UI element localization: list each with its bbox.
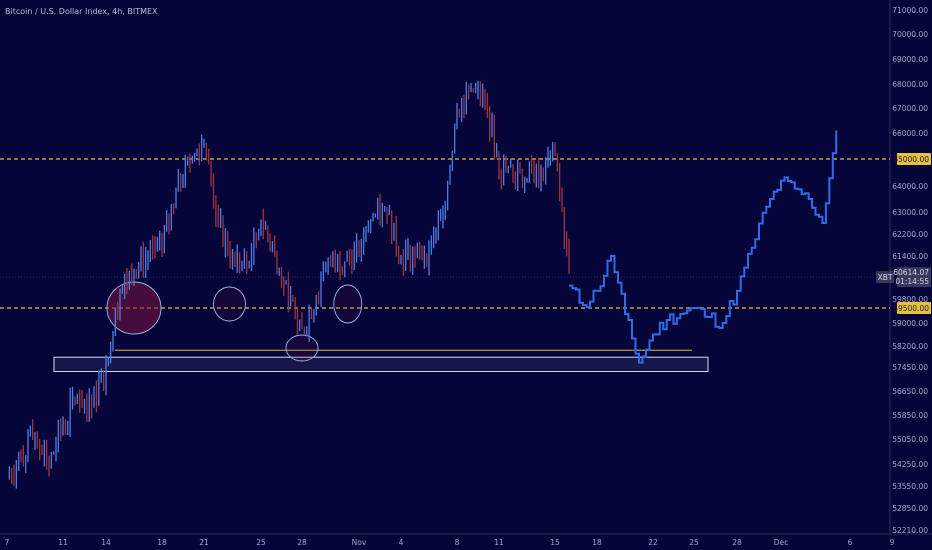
x-tick-label: 21 [199,538,209,547]
historical-candles [8,80,570,489]
y-tick-label: 70000.00 [892,30,928,39]
y-tick-label: 71000.00 [892,6,928,15]
chart-title: Bitcoin / U.S. Dollar Index, 4h, BITMEX [5,7,158,16]
x-tick-label: 9 [890,538,895,547]
y-tick-label: 53550.00 [892,482,928,491]
y-tick-label: 54250.00 [892,460,928,469]
x-tick-label: 18 [157,538,167,547]
symbol-label: XBT [878,273,893,282]
y-tick-label: 56650.00 [892,387,928,396]
price-axis[interactable]: 71000.00 70000.00 69000.00 68000.00 67000.00… [892,6,928,535]
level-badge-59500-bg [897,302,931,314]
highlight-circle [285,334,319,362]
x-tick-label: 25 [256,538,266,547]
x-tick-label: 14 [101,538,111,547]
y-tick-label: 61400.00 [892,252,928,261]
level-badge-59500-label: 59500.00 [893,304,929,313]
y-tick-label: 55850.00 [892,411,928,420]
x-tick-label: 28 [297,538,307,547]
y-tick-label: 67000.00 [892,104,928,113]
x-tick-label: 15 [550,538,560,547]
level-badge-65000-bg [897,153,931,165]
x-tick-label: Dec [774,538,789,547]
y-tick-label: 69000.00 [892,55,928,64]
x-tick-label: 18 [592,538,602,547]
highlight-circle [213,286,246,322]
x-tick-label: 6 [848,538,853,547]
y-tick-label: 57450.00 [892,363,928,372]
y-tick-label: 66000.00 [892,129,928,138]
y-tick-label: 52210.00 [892,526,928,535]
y-tick-label: 64000.00 [892,182,928,191]
projection-path [569,130,838,364]
countdown-label: 01:14:55 [895,277,929,286]
x-tick-label: 22 [648,538,658,547]
x-tick-label: 8 [455,538,460,547]
y-tick-label: 55050.00 [892,435,928,444]
x-tick-label: 28 [732,538,742,547]
highlight-circle [333,284,363,324]
x-tick-label: 7 [5,538,10,547]
x-tick-label: Nov [352,538,367,547]
symbol-badge-bg [876,271,894,284]
y-tick-label: 68000.00 [892,80,928,89]
y-tick-label: 52850.00 [892,504,928,513]
y-tick-label: 62200.00 [892,230,928,239]
support-zone-group[interactable] [53,356,709,373]
x-tick-label: 25 [689,538,699,547]
time-axis[interactable]: 7 11 14 18 21 25 28 Nov 4 8 11 15 18 22 25 28 Dec 6 9 [5,538,895,547]
last-price-label: 60614.07 [893,268,929,277]
level-badge-65000-label: 65000.00 [893,155,929,164]
y-tick-label: 63000.00 [892,208,928,217]
y-tick-label: 59800.00 [892,295,928,304]
x-tick-label: 11 [494,538,504,547]
x-tick-label: 11 [58,538,68,547]
last-price-badge-bg [897,267,931,288]
y-tick-label: 58200.00 [892,342,928,351]
projection-line [569,130,838,364]
support-zone-box [53,356,709,373]
y-tick-label: 59000.00 [892,319,928,328]
x-tick-label: 4 [399,538,404,547]
